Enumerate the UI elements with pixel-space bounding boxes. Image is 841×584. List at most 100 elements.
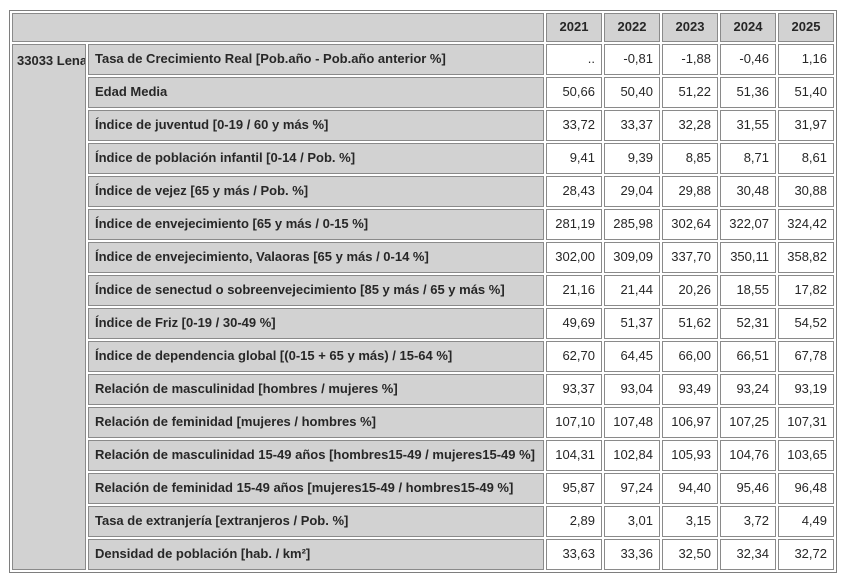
indicator-label: Índice de Friz [0-19 / 30-49 %] <box>88 308 544 339</box>
table-row: Relación de feminidad [mujeres / hombres… <box>12 407 834 438</box>
indicator-label: Tasa de Crecimiento Real [Pob.año - Pob.… <box>88 44 544 75</box>
indicator-value: 302,64 <box>662 209 718 240</box>
indicator-value: 324,42 <box>778 209 834 240</box>
indicator-value: 96,48 <box>778 473 834 504</box>
indicator-value: 107,25 <box>720 407 776 438</box>
table-row: Índice de juventud [0-19 / 60 y más %] 33… <box>12 110 834 141</box>
table-row: Índice de senectud o sobreenvejecimiento… <box>12 275 834 306</box>
indicator-value: 3,15 <box>662 506 718 537</box>
year-column-header: 2021 <box>546 13 602 42</box>
table-row: Relación de masculinidad [hombres / muje… <box>12 374 834 405</box>
indicator-value: 50,40 <box>604 77 660 108</box>
table-row: 33033 Lena Tasa de Crecimiento Real [Pob.… <box>12 44 834 570</box>
indicator-value: 20,26 <box>662 275 718 306</box>
indicator-value: 93,37 <box>546 374 602 405</box>
indicator-label: Edad Media <box>88 77 544 108</box>
indicator-value: 32,50 <box>662 539 718 570</box>
indicator-value: 33,36 <box>604 539 660 570</box>
indicator-value: 30,88 <box>778 176 834 207</box>
indicator-label: Tasa de extranjería [extranjeros / Pob. … <box>88 506 544 537</box>
indicator-value: 104,31 <box>546 440 602 471</box>
indicator-label: Índice de juventud [0-19 / 60 y más %] <box>88 110 544 141</box>
table-row: Índice de dependencia global [(0-15 + 65… <box>12 341 834 372</box>
indicator-value: 322,07 <box>720 209 776 240</box>
indicator-value: 103,65 <box>778 440 834 471</box>
indicator-value: 28,43 <box>546 176 602 207</box>
indicator-value: 8,61 <box>778 143 834 174</box>
indicator-value: 29,04 <box>604 176 660 207</box>
table-body: 33033 Lena Tasa de Crecimiento Real [Pob.… <box>12 44 834 570</box>
indicator-label: Índice de envejecimiento, Valaoras [65 y… <box>88 242 544 273</box>
indicator-label: Relación de feminidad 15-49 años [mujere… <box>88 473 544 504</box>
indicator-value: 31,97 <box>778 110 834 141</box>
indicator-label: Índice de envejecimiento [65 y más / 0-1… <box>88 209 544 240</box>
year-column-header: 2025 <box>778 13 834 42</box>
indicator-label: Índice de dependencia global [(0-15 + 65… <box>88 341 544 372</box>
indicator-value: 3,72 <box>720 506 776 537</box>
demographic-indicators-table: 2021 2022 2023 2024 2025 33033 Lena Tasa … <box>9 10 837 573</box>
indicator-label: Índice de senectud o sobreenvejecimiento… <box>88 275 544 306</box>
indicator-value: 95,87 <box>546 473 602 504</box>
indicator-value: 33,37 <box>604 110 660 141</box>
indicator-value: 67,78 <box>778 341 834 372</box>
indicator-value: 8,85 <box>662 143 718 174</box>
indicator-value: 32,28 <box>662 110 718 141</box>
indicator-value: .. <box>546 44 602 75</box>
indicator-value: 62,70 <box>546 341 602 372</box>
table-row: Relación de feminidad 15-49 años [mujere… <box>12 473 834 504</box>
table-row: Índice de vejez [65 y más / Pob. %] 28,43… <box>12 176 834 207</box>
indicator-label: Relación de feminidad [mujeres / hombres… <box>88 407 544 438</box>
indicator-value: 107,10 <box>546 407 602 438</box>
indicator-value: 93,04 <box>604 374 660 405</box>
indicator-value: 66,51 <box>720 341 776 372</box>
table-row: Índice de Friz [0-19 / 30-49 %] 49,69 51,3… <box>12 308 834 339</box>
indicator-value: 64,45 <box>604 341 660 372</box>
indicator-value: 51,40 <box>778 77 834 108</box>
indicator-value: 105,93 <box>662 440 718 471</box>
indicator-value: 21,44 <box>604 275 660 306</box>
indicator-value: 54,52 <box>778 308 834 339</box>
table-row: Tasa de extranjería [extranjeros / Pob. … <box>12 506 834 537</box>
indicator-label: Índice de vejez [65 y más / Pob. %] <box>88 176 544 207</box>
indicator-value: 49,69 <box>546 308 602 339</box>
indicator-label: Índice de población infantil [0-14 / Pob… <box>88 143 544 174</box>
indicator-value: 51,62 <box>662 308 718 339</box>
indicator-value: 285,98 <box>604 209 660 240</box>
indicator-value: 66,00 <box>662 341 718 372</box>
indicator-value: 9,39 <box>604 143 660 174</box>
indicator-value: 97,24 <box>604 473 660 504</box>
indicator-value: -0,46 <box>720 44 776 75</box>
indicator-value: 29,88 <box>662 176 718 207</box>
indicator-value: 51,22 <box>662 77 718 108</box>
indicator-value: 4,49 <box>778 506 834 537</box>
indicator-value: 32,72 <box>778 539 834 570</box>
indicator-value: 52,31 <box>720 308 776 339</box>
indicator-value: 21,16 <box>546 275 602 306</box>
table-row: Índice de población infantil [0-14 / Pob… <box>12 143 834 174</box>
indicator-value: 33,63 <box>546 539 602 570</box>
year-header-row: 2021 2022 2023 2024 2025 <box>12 13 834 42</box>
indicator-value: 8,71 <box>720 143 776 174</box>
indicator-value: 51,36 <box>720 77 776 108</box>
indicator-value: 51,37 <box>604 308 660 339</box>
indicator-label: Relación de masculinidad 15-49 años [hom… <box>88 440 544 471</box>
indicator-value: -0,81 <box>604 44 660 75</box>
indicator-value: 106,97 <box>662 407 718 438</box>
indicator-label: Relación de masculinidad [hombres / muje… <box>88 374 544 405</box>
indicator-value: 2,89 <box>546 506 602 537</box>
indicator-value: 17,82 <box>778 275 834 306</box>
indicator-value: 93,19 <box>778 374 834 405</box>
indicator-value: 33,72 <box>546 110 602 141</box>
indicator-value: 350,11 <box>720 242 776 273</box>
corner-cell <box>12 13 544 42</box>
year-column-header: 2024 <box>720 13 776 42</box>
indicator-value: 107,31 <box>778 407 834 438</box>
table-row: Edad Media 50,66 50,40 51,22 51,36 51,40 <box>12 77 834 108</box>
indicator-value: 93,49 <box>662 374 718 405</box>
table-row: Índice de envejecimiento, Valaoras [65 y… <box>12 242 834 273</box>
indicator-value: 30,48 <box>720 176 776 207</box>
indicator-value: 309,09 <box>604 242 660 273</box>
indicator-value: 93,24 <box>720 374 776 405</box>
indicator-value: 104,76 <box>720 440 776 471</box>
